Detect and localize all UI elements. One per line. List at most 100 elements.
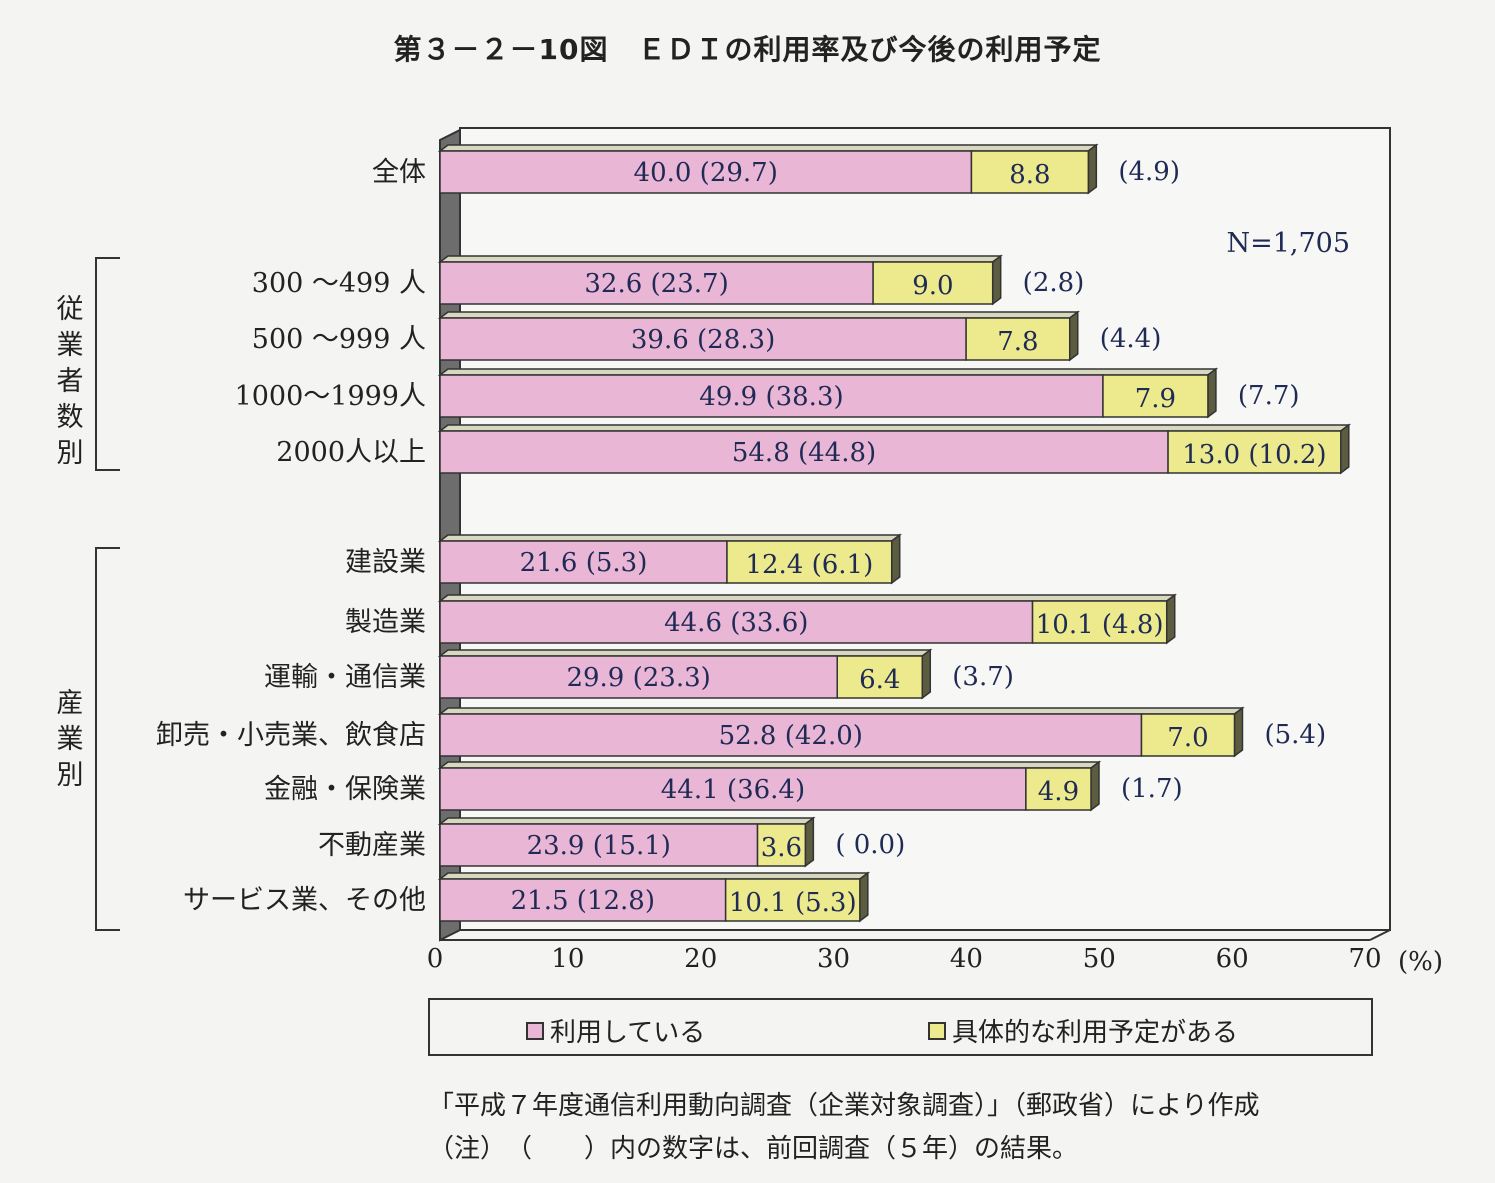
bar-top-face bbox=[437, 817, 816, 825]
data-label-planned: 13.0 (10.2) bbox=[1182, 440, 1326, 470]
bar-side-face bbox=[804, 816, 815, 868]
bar-top-face bbox=[437, 534, 902, 542]
data-label-planned: 12.4 (6.1) bbox=[745, 550, 873, 580]
data-label-using: 21.5 (12.8) bbox=[511, 886, 655, 916]
x-tick-label: 30 bbox=[817, 944, 850, 974]
data-label-using: 52.8 (42.0) bbox=[719, 721, 863, 751]
bar-using bbox=[439, 374, 1104, 418]
n-label: N=1,705 bbox=[1226, 228, 1350, 259]
bars-layer: 40.0 (29.7) 8.8 (4.9) 32.6 (23.7) 9.0 (2.8) 39… bbox=[437, 143, 1352, 923]
data-label-planned: 8.8 bbox=[1009, 160, 1050, 190]
category-label: 2000人以上 bbox=[276, 437, 426, 468]
chart-title: 第３－２－10図 ＥＤＩの利用率及び今後の利用予定 bbox=[393, 33, 1102, 66]
x-tick-label: 0 bbox=[427, 944, 444, 974]
bar-using bbox=[439, 878, 727, 922]
bar-top-face bbox=[437, 707, 1245, 715]
bar-top-face bbox=[437, 255, 1003, 263]
category-label: サービス業、その他 bbox=[183, 885, 426, 916]
category-label: 全体 bbox=[372, 157, 426, 188]
group-bracket bbox=[95, 257, 120, 471]
category-label: 製造業 bbox=[345, 607, 426, 638]
bar-chart: 40.0 (29.7) 8.8 (4.9) 32.6 (23.7) 9.0 (2.8) 39… bbox=[57, 127, 1443, 977]
bar-using bbox=[439, 655, 838, 699]
legend-item-planned: 具体的な利用予定がある bbox=[928, 1012, 1238, 1049]
data-label-using: 54.8 (44.8) bbox=[732, 438, 876, 468]
data-label-using: 23.9 (15.1) bbox=[527, 831, 671, 861]
group-label-char: 別 bbox=[57, 760, 84, 791]
previous-planned-label: ( 0.0) bbox=[835, 830, 905, 860]
x-tick-label: 40 bbox=[950, 944, 983, 974]
legend-swatch-planned bbox=[928, 1021, 946, 1040]
group-label-char: 別 bbox=[57, 438, 84, 469]
data-label-planned: 4.9 bbox=[1038, 777, 1079, 807]
previous-planned-label: (2.8) bbox=[1023, 268, 1085, 298]
bar-top-face bbox=[437, 649, 933, 657]
data-label-planned: 7.0 bbox=[1167, 723, 1208, 753]
bar-using bbox=[439, 261, 874, 305]
data-label-using: 49.9 (38.3) bbox=[699, 382, 843, 412]
previous-planned-label: (4.4) bbox=[1100, 324, 1162, 354]
bar-planned bbox=[1025, 767, 1092, 811]
category-labels: 全体 300 ～499 人 500 ～999 人 1000～1999人 2000人以上建… bbox=[156, 157, 426, 916]
data-label-using: 40.0 (29.7) bbox=[634, 158, 778, 188]
bar-planned bbox=[1102, 374, 1209, 418]
bar-side-face bbox=[1068, 310, 1079, 362]
bar-top-face bbox=[437, 368, 1219, 376]
bar-using bbox=[439, 823, 759, 867]
source-note: 「平成７年度通信利用動向調査（企業対象調査）」（郵政省）により作成 bbox=[428, 1091, 1260, 1121]
group-label-char: 業 bbox=[57, 330, 84, 361]
bar-planned bbox=[965, 317, 1071, 361]
data-label-planned: 7.8 bbox=[997, 327, 1038, 357]
bar-planned bbox=[1167, 430, 1342, 474]
bar-top-face bbox=[437, 311, 1080, 319]
data-label-using: 44.6 (33.6) bbox=[664, 608, 808, 638]
data-label-using: 39.6 (28.3) bbox=[631, 325, 775, 355]
bar-top-face bbox=[437, 424, 1352, 432]
data-label-planned: 10.1 (4.8) bbox=[1036, 610, 1164, 640]
category-label: 金融・保険業 bbox=[264, 774, 426, 805]
previous-planned-label: (4.9) bbox=[1118, 157, 1180, 187]
category-label: 300 ～499 人 bbox=[252, 268, 426, 299]
category-label: 建設業 bbox=[345, 547, 426, 578]
bar-using bbox=[439, 540, 728, 584]
previous-planned-label: (7.7) bbox=[1238, 381, 1300, 411]
group-label: 産業別 bbox=[57, 688, 84, 791]
bar-side-face bbox=[991, 254, 1002, 306]
bar-side-face bbox=[1340, 423, 1350, 475]
bar-side-face bbox=[1090, 760, 1100, 812]
bar-using bbox=[439, 317, 967, 361]
data-label-using: 32.6 (23.7) bbox=[584, 269, 728, 299]
bar-planned bbox=[724, 878, 861, 922]
group-label-char: 業 bbox=[57, 724, 84, 755]
group-bracket bbox=[95, 547, 120, 931]
category-label: 500 ～999 人 bbox=[252, 324, 426, 355]
bar-top-face bbox=[437, 872, 871, 880]
x-axis: 0 10 20 30 40 50 60 70 bbox=[427, 944, 1382, 974]
bar-top-face bbox=[437, 594, 1177, 602]
bar-side-face bbox=[1165, 593, 1176, 645]
x-tick-label: 60 bbox=[1216, 944, 1249, 974]
previous-planned-label: (1.7) bbox=[1121, 774, 1183, 804]
bar-planned bbox=[970, 150, 1090, 194]
bar-planned bbox=[1031, 600, 1168, 644]
bar-top-face bbox=[437, 761, 1102, 769]
data-label-using: 21.6 (5.3) bbox=[520, 548, 648, 578]
bar-planned bbox=[872, 261, 994, 305]
legend-label-using: 利用している bbox=[550, 1018, 706, 1048]
legend-swatch-using bbox=[526, 1021, 544, 1040]
group-label-char: 従 bbox=[57, 294, 84, 325]
legend: 利用している 具体的な利用予定がある bbox=[428, 998, 1373, 1056]
bar-using bbox=[439, 150, 973, 194]
bar-using bbox=[439, 600, 1034, 644]
bar-using bbox=[439, 430, 1169, 474]
data-label-planned: 6.4 bbox=[859, 665, 900, 695]
bar-side-face bbox=[1207, 367, 1217, 419]
previous-planned-label: (5.4) bbox=[1264, 720, 1326, 750]
bar-planned bbox=[726, 540, 893, 584]
bar-side-face bbox=[1087, 143, 1098, 195]
bar-using bbox=[439, 767, 1027, 811]
bar-top-face bbox=[437, 144, 1099, 152]
x-tick-label: 70 bbox=[1348, 944, 1381, 974]
category-label: 卸売・小売業、飲食店 bbox=[156, 720, 426, 751]
